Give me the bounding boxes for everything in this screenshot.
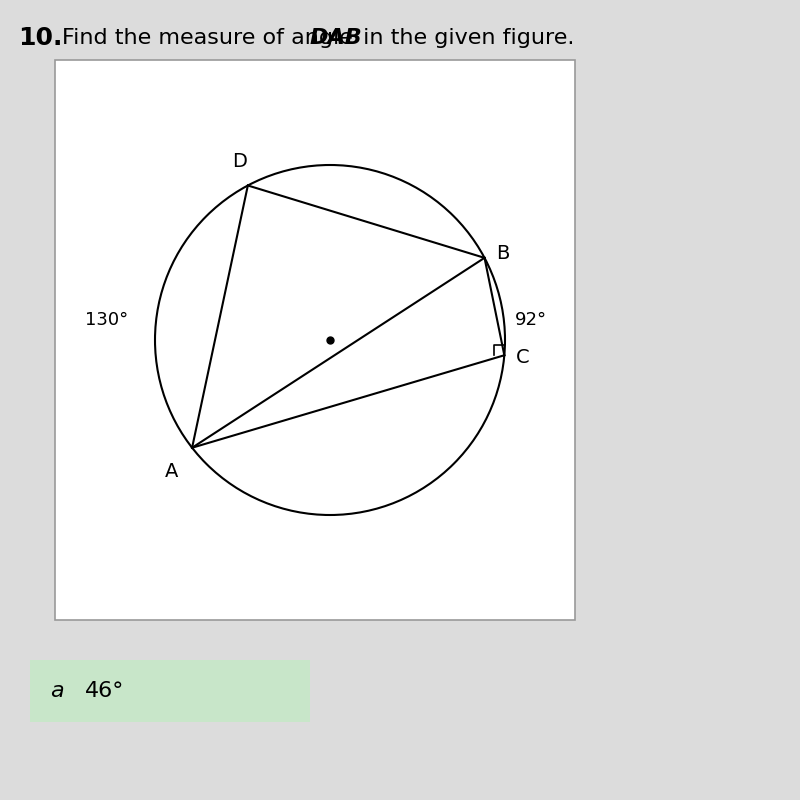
Text: 46°: 46° [85,681,124,701]
Text: 130°: 130° [85,311,128,329]
Text: DAB: DAB [310,28,362,48]
Text: in the given figure.: in the given figure. [356,28,574,48]
Bar [30,660,310,722]
Text: 92°: 92° [515,311,547,329]
Text: Find the measure of angle: Find the measure of angle [62,28,360,48]
Text: D: D [233,153,247,171]
Text: B: B [497,244,510,263]
Text: A: A [165,462,178,481]
Text: C: C [516,348,530,366]
Bar [55,60,575,620]
Text: 10.: 10. [18,26,62,50]
Text: a: a [50,681,64,701]
